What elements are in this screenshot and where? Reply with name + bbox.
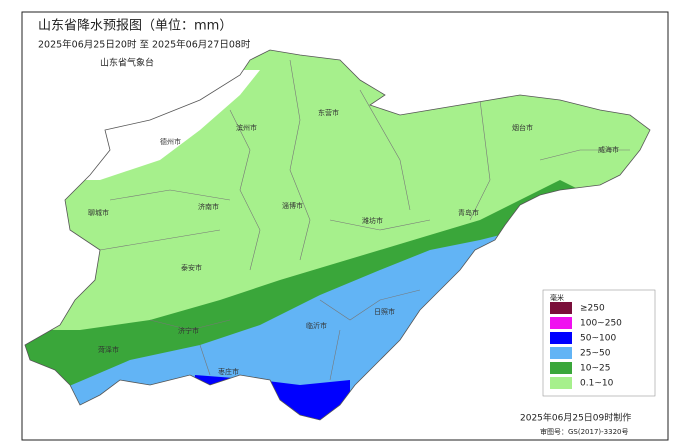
city-label: 东营市 [318, 108, 339, 117]
city-label: 滨州市 [236, 123, 257, 132]
city-label: 济宁市 [178, 326, 199, 335]
legend-swatch [550, 332, 572, 344]
legend-swatch [550, 302, 572, 314]
legend-label: 100~250 [580, 319, 622, 329]
legend-label: 50~100 [580, 334, 616, 344]
city-label: 济南市 [198, 202, 219, 211]
title: 山东省降水预报图（单位：mm） [38, 19, 232, 34]
legend-swatch [550, 347, 572, 359]
period: 2025年06月25日20时 至 2025年06月27日08时 [38, 39, 251, 51]
city-label: 聊城市 [88, 208, 109, 217]
legend-label: 10~25 [580, 364, 610, 374]
area-dark-blue [190, 375, 350, 420]
city-label: 潍坊市 [362, 216, 383, 225]
legend: ≥250 100~250 50~100 25~50 10~25 0.1~10 [550, 302, 622, 389]
approval-number: 审图号：GS(2017)-3320号 [540, 427, 628, 436]
legend-title: 毫米 [550, 293, 564, 302]
made-time: 2025年06月25日09时制作 [520, 412, 631, 424]
city-label: 烟台市 [512, 123, 533, 132]
city-label: 日照市 [374, 307, 395, 316]
legend-swatch [550, 377, 572, 389]
city-label: 菏泽市 [98, 345, 119, 354]
city-label: 德州市 [160, 137, 181, 146]
legend-swatch [550, 362, 572, 374]
city-label: 泰安市 [181, 263, 202, 272]
legend-label: ≥250 [580, 304, 605, 314]
legend-label: 0.1~10 [580, 379, 614, 389]
city-label: 临沂市 [306, 321, 327, 330]
frame [21, 11, 669, 441]
issuer: 山东省气象台 [100, 57, 154, 69]
city-label: 威海市 [598, 145, 619, 154]
legend-label: 25~50 [580, 349, 611, 359]
city-label: 枣庄市 [218, 367, 239, 376]
city-label: 淄博市 [282, 201, 303, 210]
legend-swatch [550, 317, 572, 329]
city-label: 青岛市 [458, 208, 479, 217]
